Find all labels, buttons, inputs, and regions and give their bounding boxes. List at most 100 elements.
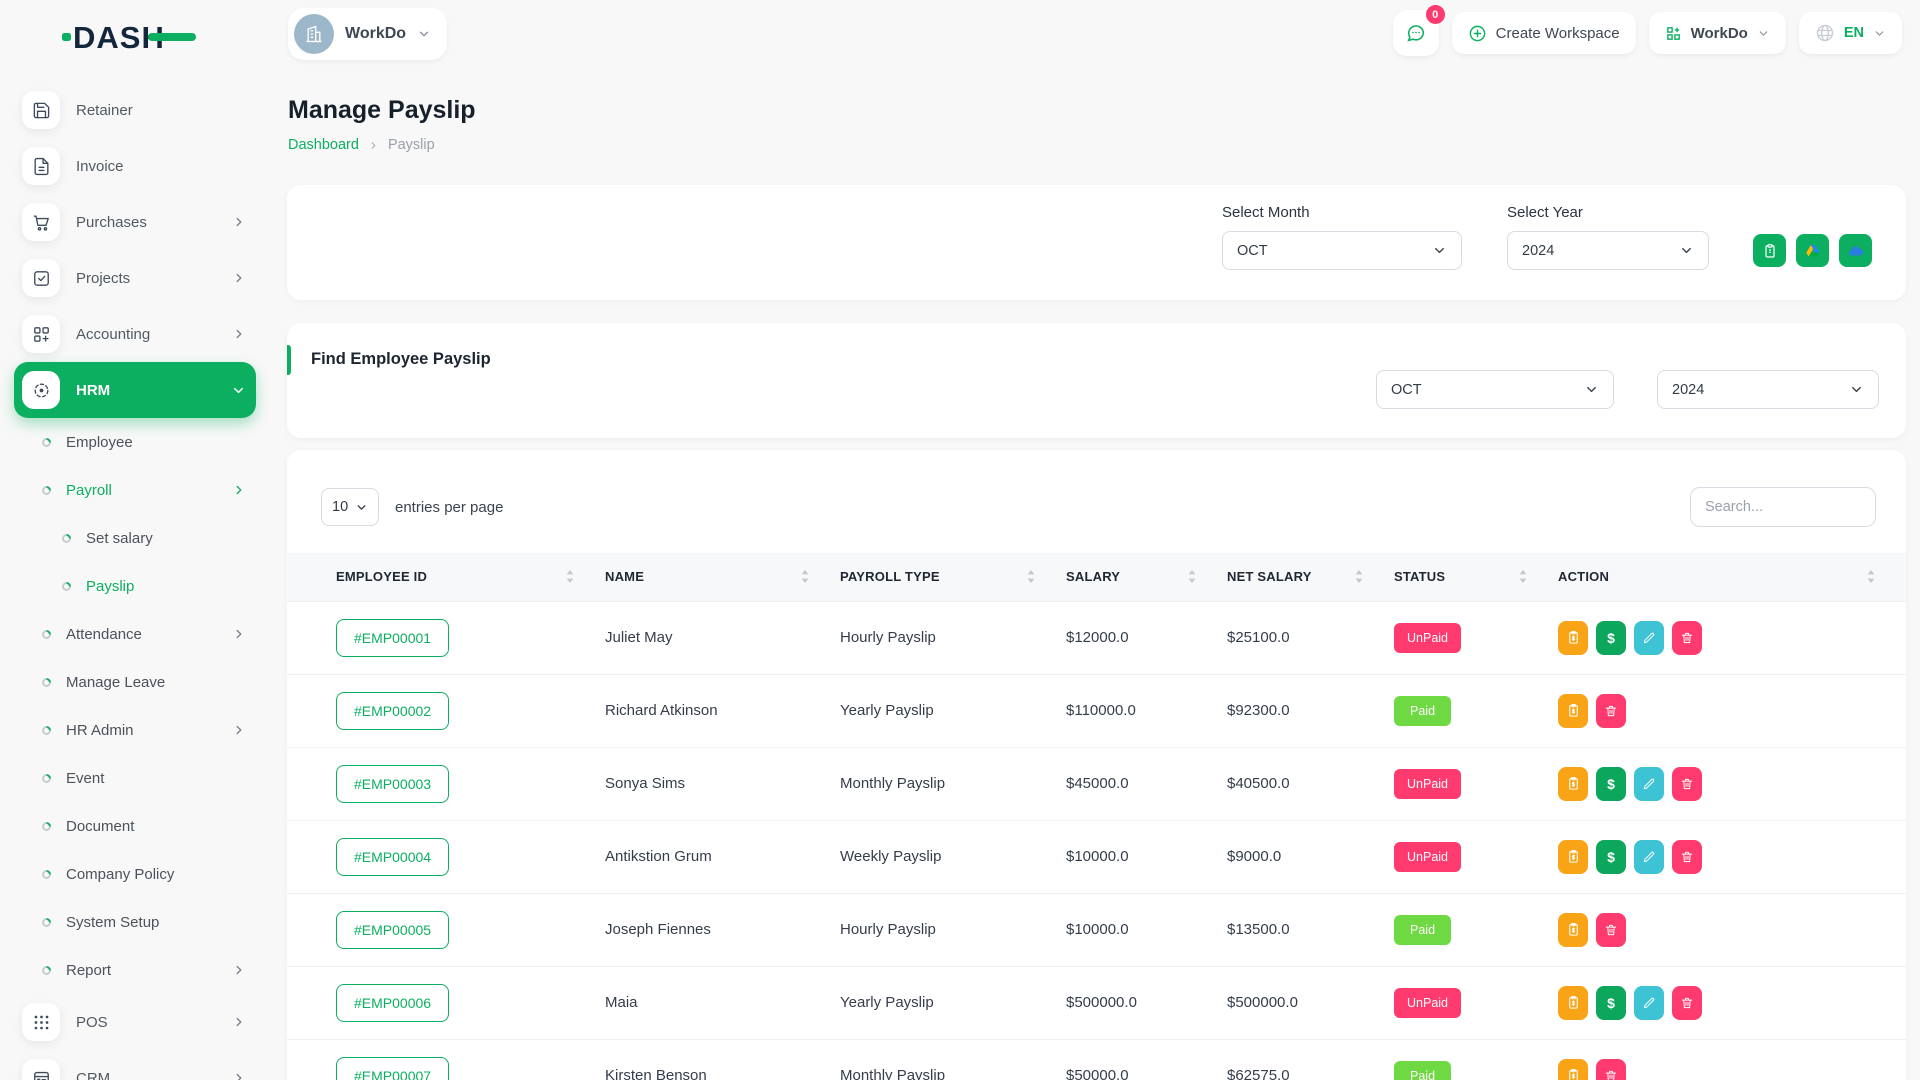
salary: $50000.0 (1066, 1038, 1227, 1080)
sidebar-item-manage-leave[interactable]: Manage Leave (14, 658, 256, 706)
column-header-net-salary[interactable]: NET SALARY (1227, 553, 1394, 601)
bullet-icon (40, 627, 53, 641)
salary: $500000.0 (1066, 965, 1227, 1039)
employee-id-badge[interactable]: #EMP00001 (336, 618, 450, 657)
sidebar-item-crm[interactable]: CRM (14, 1050, 256, 1080)
edit-button[interactable] (1634, 839, 1664, 874)
employee-id-badge[interactable]: #EMP00002 (336, 691, 450, 730)
net-salary: $62575.0 (1227, 1038, 1394, 1080)
projects-icon (22, 259, 60, 297)
payslip-button[interactable] (1558, 1058, 1588, 1080)
sidebar-item-label: Payslip (86, 577, 135, 595)
payslip-table-card: 10 entries per page EMPLOYEE ID NAME PAYRO… (287, 450, 1906, 1080)
payslip-button[interactable] (1558, 839, 1588, 874)
find-month-select[interactable]: OCT (1376, 370, 1614, 409)
delete-button[interactable] (1596, 912, 1626, 947)
delete-button[interactable] (1672, 620, 1702, 655)
select-year-label: Select Year (1507, 204, 1583, 221)
sort-icon[interactable] (1866, 569, 1876, 584)
sidebar-item-purchases[interactable]: Purchases (14, 194, 256, 250)
pay-button[interactable]: $ (1596, 839, 1626, 874)
payslip-button[interactable] (1558, 693, 1588, 728)
column-header-status[interactable]: STATUS (1394, 553, 1558, 601)
select-month-label: Select Month (1222, 204, 1310, 221)
employee-id-badge[interactable]: #EMP00007 (336, 1056, 450, 1080)
employee-id-badge[interactable]: #EMP00003 (336, 764, 450, 803)
employee-id-badge[interactable]: #EMP00006 (336, 983, 450, 1022)
sidebar-item-projects[interactable]: Projects (14, 250, 256, 306)
messages-button[interactable]: 0 (1392, 5, 1445, 56)
breadcrumb-dashboard-link[interactable]: Dashboard (288, 137, 359, 153)
sidebar-item-label: Report (66, 961, 112, 979)
sort-icon[interactable] (1187, 569, 1197, 584)
chevron-right-icon (232, 1015, 246, 1029)
find-year-value: 2024 (1672, 381, 1705, 398)
delete-button[interactable] (1596, 1058, 1626, 1080)
edit-button[interactable] (1634, 620, 1664, 655)
column-header-payroll-type[interactable]: PAYROLL TYPE (840, 553, 1066, 601)
payslip-button[interactable] (1558, 620, 1588, 655)
payslip-button[interactable] (1558, 766, 1588, 801)
employee-id-badge[interactable]: #EMP00004 (336, 837, 450, 876)
payslip-button[interactable] (1558, 912, 1588, 947)
delete-button[interactable] (1672, 985, 1702, 1020)
workspace-switcher[interactable]: WorkDo (288, 8, 448, 60)
find-year-select[interactable]: 2024 (1657, 370, 1879, 409)
sidebar-item-payroll[interactable]: Payroll (14, 466, 256, 514)
sidebar-item-employee[interactable]: Employee (14, 418, 256, 466)
workdo-menu-button[interactable]: WorkDo (1648, 12, 1786, 54)
sidebar-item-payslip[interactable]: Payslip (14, 562, 256, 610)
language-selector[interactable]: EN (1798, 12, 1902, 54)
payslip-export-button[interactable] (1753, 234, 1786, 267)
column-header-employee-id[interactable]: EMPLOYEE ID (287, 553, 605, 601)
workspace-avatar (294, 14, 334, 54)
sidebar-item-company-policy[interactable]: Company Policy (14, 850, 256, 898)
bullet-icon (40, 435, 53, 449)
delete-button[interactable] (1672, 766, 1702, 801)
sort-icon[interactable] (1354, 569, 1364, 584)
sidebar-item-report[interactable]: Report (14, 946, 256, 994)
edit-button[interactable] (1634, 766, 1664, 801)
column-header-salary[interactable]: SALARY (1066, 553, 1227, 601)
pay-button[interactable]: $ (1596, 766, 1626, 801)
sort-icon[interactable] (1026, 569, 1036, 584)
pay-button[interactable]: $ (1596, 985, 1626, 1020)
column-header-action[interactable]: ACTION (1558, 553, 1906, 601)
retainer-icon (22, 91, 60, 129)
onedrive-button[interactable] (1839, 234, 1872, 267)
edit-button[interactable] (1634, 985, 1664, 1020)
sort-icon[interactable] (1518, 569, 1528, 584)
payslip-button[interactable] (1558, 985, 1588, 1020)
breadcrumb: Dashboard Payslip (288, 137, 435, 153)
delete-button[interactable] (1596, 693, 1626, 728)
sidebar-item-event[interactable]: Event (14, 754, 256, 802)
row-actions: $ (1558, 766, 1906, 801)
sidebar-item-system-setup[interactable]: System Setup (14, 898, 256, 946)
month-select[interactable]: OCT (1222, 231, 1462, 270)
sidebar-item-invoice[interactable]: Invoice (14, 138, 256, 194)
sidebar-item-retainer[interactable]: Retainer (14, 82, 256, 138)
status-badge: UnPaid (1394, 987, 1461, 1018)
sidebar-item-set-salary[interactable]: Set salary (14, 514, 256, 562)
google-drive-button[interactable] (1796, 234, 1829, 267)
net-salary: $40500.0 (1227, 746, 1394, 820)
sidebar-item-hrm[interactable]: HRM (14, 362, 256, 418)
sort-icon[interactable] (800, 569, 810, 584)
sidebar-item-document[interactable]: Document (14, 802, 256, 850)
sort-icon[interactable] (565, 569, 575, 584)
sidebar-item-accounting[interactable]: Accounting (14, 306, 256, 362)
search-input[interactable] (1690, 487, 1876, 527)
create-workspace-button[interactable]: Create Workspace (1451, 12, 1636, 54)
year-select[interactable]: 2024 (1507, 231, 1709, 270)
sidebar-item-attendance[interactable]: Attendance (14, 610, 256, 658)
employee-id-badge[interactable]: #EMP00005 (336, 910, 450, 949)
sidebar-item-label: Document (66, 817, 135, 835)
entries-per-page-select[interactable]: 10 (321, 488, 379, 526)
sidebar-item-pos[interactable]: POS (14, 994, 256, 1050)
delete-button[interactable] (1672, 839, 1702, 874)
pay-button[interactable]: $ (1596, 620, 1626, 655)
dash-logo[interactable]: DASH (62, 16, 197, 63)
column-header-name[interactable]: NAME (605, 553, 840, 601)
net-salary: $13500.0 (1227, 892, 1394, 966)
sidebar-item-hr-admin[interactable]: HR Admin (14, 706, 256, 754)
